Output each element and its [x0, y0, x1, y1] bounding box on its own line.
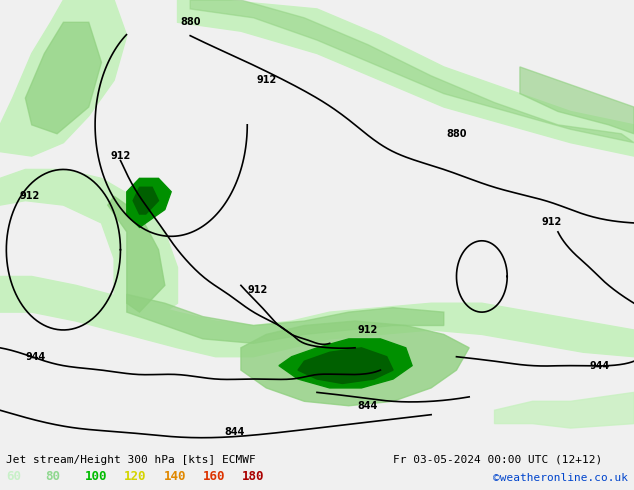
Polygon shape — [190, 0, 634, 143]
Text: 944: 944 — [25, 352, 46, 362]
Text: 912: 912 — [541, 218, 562, 227]
Text: 60: 60 — [6, 470, 22, 483]
Text: 180: 180 — [242, 470, 264, 483]
Polygon shape — [127, 178, 171, 227]
Text: 912: 912 — [110, 150, 131, 161]
Text: 160: 160 — [203, 470, 225, 483]
Text: 912: 912 — [19, 191, 39, 201]
Text: 100: 100 — [85, 470, 107, 483]
Text: 140: 140 — [164, 470, 186, 483]
Text: 844: 844 — [358, 401, 378, 411]
Polygon shape — [0, 0, 127, 156]
Polygon shape — [279, 339, 412, 388]
Text: 880: 880 — [446, 129, 467, 139]
Text: Jet stream/Height 300 hPa [kts] ECMWF: Jet stream/Height 300 hPa [kts] ECMWF — [6, 455, 256, 465]
Text: Fr 03-05-2024 00:00 UTC (12+12): Fr 03-05-2024 00:00 UTC (12+12) — [393, 455, 602, 465]
Text: 80: 80 — [46, 470, 61, 483]
Text: 912: 912 — [358, 325, 378, 335]
Text: 120: 120 — [124, 470, 146, 483]
Polygon shape — [0, 276, 634, 357]
Polygon shape — [178, 0, 634, 156]
Polygon shape — [133, 187, 158, 214]
Polygon shape — [127, 294, 444, 343]
Text: 912: 912 — [247, 285, 268, 295]
Text: 844: 844 — [224, 427, 245, 437]
Polygon shape — [108, 196, 165, 312]
Text: 944: 944 — [590, 361, 610, 371]
Text: 880: 880 — [180, 17, 200, 27]
Text: ©weatheronline.co.uk: ©weatheronline.co.uk — [493, 473, 628, 483]
Polygon shape — [25, 22, 101, 134]
Polygon shape — [0, 170, 178, 321]
Polygon shape — [520, 67, 634, 134]
Text: 912: 912 — [256, 75, 276, 85]
Polygon shape — [495, 392, 634, 428]
Polygon shape — [298, 348, 393, 384]
Polygon shape — [241, 321, 469, 406]
